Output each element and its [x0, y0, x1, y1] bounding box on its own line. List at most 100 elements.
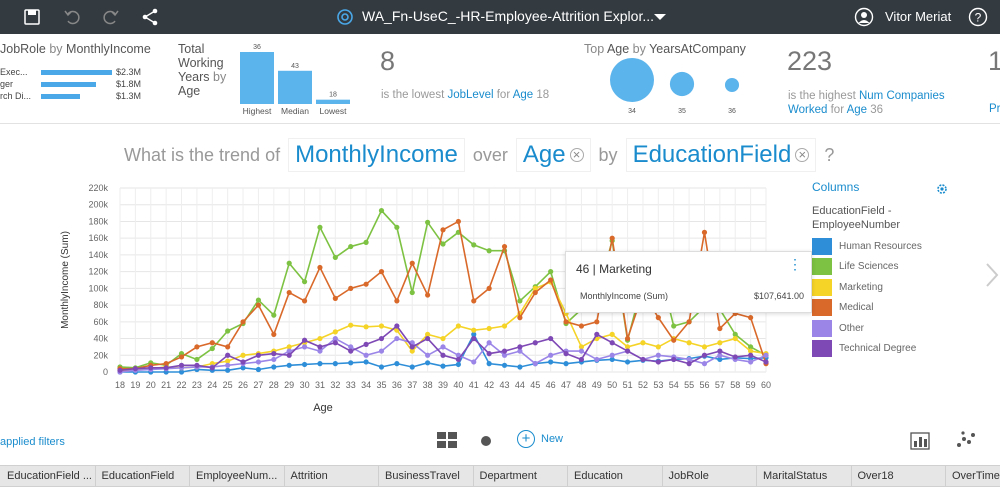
data-point[interactable]: [332, 295, 338, 301]
working-years-bar[interactable]: [240, 52, 274, 104]
color-token[interactable]: EducationField ×: [625, 138, 817, 172]
data-point[interactable]: [363, 341, 369, 347]
column-divider[interactable]: [94, 466, 96, 486]
column-divider[interactable]: [661, 466, 663, 486]
save-icon[interactable]: [20, 5, 44, 29]
data-point[interactable]: [271, 356, 277, 363]
data-point[interactable]: [763, 352, 769, 358]
data-point[interactable]: [317, 224, 323, 230]
data-point[interactable]: [548, 335, 554, 342]
data-point[interactable]: [425, 219, 431, 225]
data-point[interactable]: [301, 337, 308, 343]
data-point[interactable]: [440, 352, 446, 358]
data-point[interactable]: [317, 264, 323, 271]
data-point[interactable]: [363, 352, 369, 358]
data-point[interactable]: [486, 351, 492, 357]
data-point[interactable]: [609, 235, 615, 241]
data-point[interactable]: [609, 331, 615, 337]
data-point[interactable]: [225, 362, 231, 368]
legend-item[interactable]: Technical Degree: [812, 339, 962, 360]
data-point[interactable]: [532, 285, 538, 291]
data-point[interactable]: [717, 348, 723, 354]
data-point[interactable]: [301, 344, 308, 350]
data-point[interactable]: [409, 348, 415, 354]
data-point[interactable]: [686, 319, 692, 325]
data-point[interactable]: [563, 361, 569, 367]
data-point[interactable]: [225, 367, 231, 373]
data-point[interactable]: [517, 348, 523, 354]
data-point[interactable]: [501, 348, 508, 354]
data-point[interactable]: [225, 344, 231, 350]
data-point[interactable]: [332, 254, 338, 261]
data-point[interactable]: [348, 243, 354, 250]
data-point[interactable]: [363, 239, 369, 245]
data-point[interactable]: [378, 207, 385, 214]
data-point[interactable]: [763, 359, 769, 365]
applied-filters-link[interactable]: applied filters: [0, 436, 65, 448]
data-point[interactable]: [517, 344, 523, 350]
data-point[interactable]: [317, 335, 323, 342]
data-point[interactable]: [271, 351, 277, 357]
data-point[interactable]: [363, 359, 369, 365]
data-point[interactable]: [671, 323, 677, 329]
data-point[interactable]: [425, 331, 431, 337]
top-age-bubble[interactable]: [610, 58, 654, 102]
data-point[interactable]: [517, 315, 523, 321]
column-divider[interactable]: [283, 466, 285, 486]
column-header[interactable]: EducationField ...: [7, 470, 92, 482]
data-point[interactable]: [240, 365, 246, 371]
data-point[interactable]: [132, 366, 138, 372]
data-point[interactable]: [455, 323, 461, 329]
data-point[interactable]: [225, 358, 231, 364]
data-point[interactable]: [409, 344, 415, 350]
working-years-card[interactable]: Total Working Years by Age 36 Highest 43 Me…: [178, 34, 358, 124]
data-point[interactable]: [240, 319, 246, 325]
next-arrow-icon[interactable]: [985, 262, 999, 293]
highest-companies-card[interactable]: 223 is the highest Num Companies Worked …: [787, 34, 977, 124]
data-point[interactable]: [317, 344, 323, 350]
data-point[interactable]: [563, 351, 569, 357]
data-point[interactable]: [517, 364, 523, 370]
user-name[interactable]: Vitor Meriat: [885, 9, 952, 24]
data-point[interactable]: [501, 323, 508, 329]
data-point[interactable]: [348, 344, 354, 350]
column-divider[interactable]: [756, 466, 757, 486]
data-point[interactable]: [286, 348, 292, 354]
column-divider[interactable]: [378, 466, 379, 486]
column-divider[interactable]: [567, 466, 568, 486]
data-point[interactable]: [578, 356, 585, 363]
data-point[interactable]: [194, 356, 200, 363]
working-years-bar[interactable]: [278, 70, 312, 104]
data-point[interactable]: [701, 352, 708, 358]
data-point[interactable]: [348, 360, 354, 366]
column-header[interactable]: MaritalStatus: [763, 470, 828, 482]
data-point[interactable]: [486, 340, 492, 346]
data-point[interactable]: [578, 344, 585, 350]
data-point[interactable]: [271, 364, 277, 370]
data-point[interactable]: [440, 227, 446, 233]
legend-item[interactable]: Human Resources: [812, 236, 962, 257]
data-point[interactable]: [624, 359, 631, 365]
data-point[interactable]: [471, 327, 477, 333]
data-point[interactable]: [301, 361, 308, 368]
data-point[interactable]: [471, 298, 477, 304]
data-point[interactable]: [594, 356, 600, 363]
data-point[interactable]: [301, 279, 308, 285]
data-point[interactable]: [701, 361, 708, 367]
data-point[interactable]: [532, 340, 538, 346]
data-point[interactable]: [655, 352, 661, 358]
column-header[interactable]: Over18: [857, 470, 894, 482]
scatter-options-icon[interactable]: [955, 430, 979, 455]
more-options-icon[interactable]: ⋮: [788, 256, 802, 272]
data-point[interactable]: [748, 344, 754, 350]
data-point[interactable]: [148, 365, 154, 371]
data-point[interactable]: [348, 348, 354, 354]
data-point[interactable]: [194, 344, 200, 350]
data-point[interactable]: [548, 269, 554, 275]
line-chart[interactable]: 0 20k 40k 60k 80k 100k 120k 140k 160k 180k 200k 220…: [0, 176, 800, 421]
undo-icon[interactable]: [60, 5, 84, 29]
data-point[interactable]: [717, 352, 723, 358]
column-header[interactable]: Department: [479, 470, 537, 482]
data-point[interactable]: [378, 348, 385, 354]
data-point[interactable]: [532, 289, 538, 296]
